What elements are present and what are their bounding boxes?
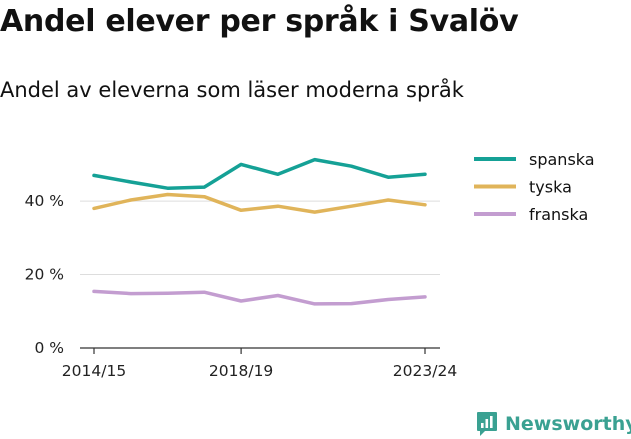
- x-tick-label: 2014/15: [62, 362, 126, 380]
- series-line-spanska: [92, 157, 427, 190]
- data-series: [92, 157, 427, 306]
- y-tick-label: 0 %: [34, 339, 64, 357]
- chart-title: Andel elever per språk i Svalöv: [0, 4, 519, 39]
- legend-label: spanska: [529, 150, 595, 169]
- legend: spanska tyska franska: [474, 150, 595, 224]
- legend-item-franska: franska: [474, 205, 588, 224]
- brand-name: Newsworthy: [505, 413, 631, 435]
- bar-chart-logo-icon: [477, 412, 497, 436]
- x-tick-label: 2023/24: [393, 362, 457, 380]
- y-tick-label: 20 %: [25, 266, 64, 284]
- chart-subtitle: Andel av eleverna som läser moderna språ…: [0, 78, 464, 102]
- brand-logo: Newsworthy: [476, 409, 631, 439]
- x-tick-label: 2018/19: [209, 362, 273, 380]
- series-line-franska: [92, 289, 427, 306]
- legend-item-tyska: tyska: [474, 178, 572, 197]
- legend-label: franska: [529, 205, 588, 224]
- x-axis: 2014/15 2018/19 2023/24: [62, 348, 457, 380]
- y-tick-label: 40 %: [25, 192, 64, 210]
- grid-lines: 0 % 20 % 40 %: [25, 192, 440, 357]
- legend-label: tyska: [529, 178, 572, 197]
- legend-item-spanska: spanska: [474, 150, 595, 169]
- series-line-tyska: [92, 192, 427, 214]
